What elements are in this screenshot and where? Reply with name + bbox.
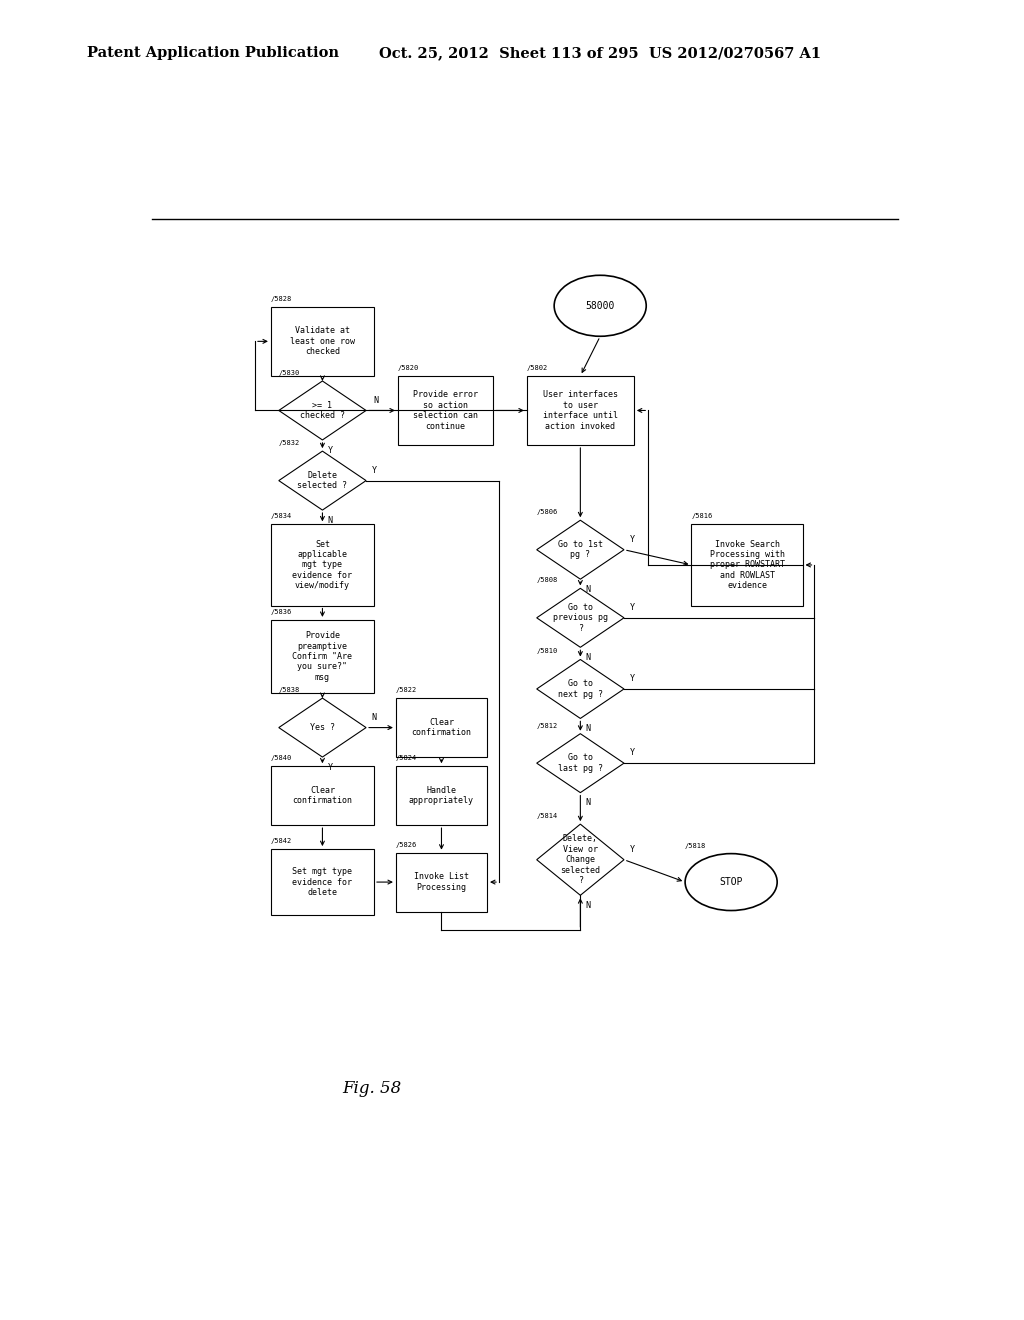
Text: N: N <box>373 396 378 405</box>
Text: Set mgt type
evidence for
delete: Set mgt type evidence for delete <box>293 867 352 898</box>
Text: N: N <box>586 653 591 661</box>
Text: Y: Y <box>630 535 635 544</box>
Ellipse shape <box>554 276 646 337</box>
Text: Clear
confirmation: Clear confirmation <box>412 718 471 738</box>
Text: N: N <box>586 725 591 733</box>
Text: Go to 1st
pg ?: Go to 1st pg ? <box>558 540 603 560</box>
Text: Delete,
View or
Change
selected
?: Delete, View or Change selected ? <box>560 834 600 884</box>
FancyBboxPatch shape <box>396 766 487 825</box>
Text: Oct. 25, 2012  Sheet 113 of 295  US 2012/0270567 A1: Oct. 25, 2012 Sheet 113 of 295 US 2012/0… <box>379 46 821 59</box>
Text: /5838: /5838 <box>279 686 300 693</box>
Text: Yes ?: Yes ? <box>310 723 335 733</box>
Text: Validate at
least one row
checked: Validate at least one row checked <box>290 326 355 356</box>
Text: /5832: /5832 <box>279 440 300 446</box>
Text: Delete
selected ?: Delete selected ? <box>297 471 347 490</box>
Text: Provide error
so action
selection can
continue: Provide error so action selection can co… <box>413 391 478 430</box>
FancyBboxPatch shape <box>270 306 374 376</box>
Polygon shape <box>537 660 624 718</box>
Text: /5830: /5830 <box>279 370 300 376</box>
Text: N: N <box>372 713 377 722</box>
Polygon shape <box>279 698 367 758</box>
Text: N: N <box>328 516 333 525</box>
Ellipse shape <box>685 854 777 911</box>
Text: /5818: /5818 <box>685 842 707 849</box>
Text: Y: Y <box>328 763 333 772</box>
Text: Y: Y <box>630 675 635 684</box>
Text: /5802: /5802 <box>526 364 548 371</box>
FancyBboxPatch shape <box>270 620 374 693</box>
FancyBboxPatch shape <box>396 853 487 912</box>
Text: Y: Y <box>372 466 377 475</box>
Text: /5826: /5826 <box>396 842 417 847</box>
Text: /5836: /5836 <box>270 609 292 615</box>
Text: /5840: /5840 <box>270 755 292 762</box>
Text: Patent Application Publication: Patent Application Publication <box>87 46 339 59</box>
Text: /5814: /5814 <box>537 813 558 818</box>
FancyBboxPatch shape <box>526 376 634 445</box>
Text: /5808: /5808 <box>537 577 558 583</box>
Text: N: N <box>586 799 591 808</box>
Text: Go to
last pg ?: Go to last pg ? <box>558 754 603 772</box>
Text: Handle
appropriately: Handle appropriately <box>409 785 474 805</box>
Text: Go to
previous pg
?: Go to previous pg ? <box>553 603 608 632</box>
Text: N: N <box>586 902 591 909</box>
FancyBboxPatch shape <box>270 849 374 915</box>
Text: Invoke List
Processing: Invoke List Processing <box>414 873 469 892</box>
Text: Provide
preamptive
Confirm "Are
you sure?"
msg: Provide preamptive Confirm "Are you sure… <box>293 631 352 681</box>
Text: /5834: /5834 <box>270 513 292 519</box>
Text: Go to
next pg ?: Go to next pg ? <box>558 680 603 698</box>
Text: STOP: STOP <box>720 876 742 887</box>
Text: /5816: /5816 <box>691 513 713 519</box>
Polygon shape <box>279 451 367 510</box>
FancyBboxPatch shape <box>396 698 487 758</box>
Text: Y: Y <box>630 845 635 854</box>
Text: /5822: /5822 <box>396 686 417 693</box>
Text: N: N <box>586 585 591 594</box>
Text: Y: Y <box>328 446 333 454</box>
Text: /5828: /5828 <box>270 296 292 302</box>
Polygon shape <box>537 520 624 579</box>
Polygon shape <box>537 734 624 792</box>
Text: Y: Y <box>630 748 635 758</box>
FancyBboxPatch shape <box>270 524 374 606</box>
Polygon shape <box>279 381 367 440</box>
Text: /5842: /5842 <box>270 838 292 843</box>
Text: Clear
confirmation: Clear confirmation <box>293 785 352 805</box>
Text: /5820: /5820 <box>397 364 419 371</box>
Text: Invoke Search
Processing with
proper ROWSTART
and ROWLAST
evidence: Invoke Search Processing with proper ROW… <box>710 540 784 590</box>
Text: /5810: /5810 <box>537 648 558 655</box>
FancyBboxPatch shape <box>691 524 803 606</box>
Text: /5824: /5824 <box>396 755 417 762</box>
Polygon shape <box>537 824 624 895</box>
Text: /5812: /5812 <box>537 722 558 729</box>
Text: Y: Y <box>630 603 635 612</box>
Text: 58000: 58000 <box>586 301 614 310</box>
Text: Set
applicable
mgt type
evidence for
view/modify: Set applicable mgt type evidence for vie… <box>293 540 352 590</box>
FancyBboxPatch shape <box>397 376 494 445</box>
Text: Fig. 58: Fig. 58 <box>342 1081 401 1097</box>
FancyBboxPatch shape <box>270 766 374 825</box>
Text: >= 1
checked ?: >= 1 checked ? <box>300 401 345 420</box>
Text: User interfaces
to user
interface until
action invoked: User interfaces to user interface until … <box>543 391 617 430</box>
Polygon shape <box>537 589 624 647</box>
Text: /5806: /5806 <box>537 510 558 515</box>
